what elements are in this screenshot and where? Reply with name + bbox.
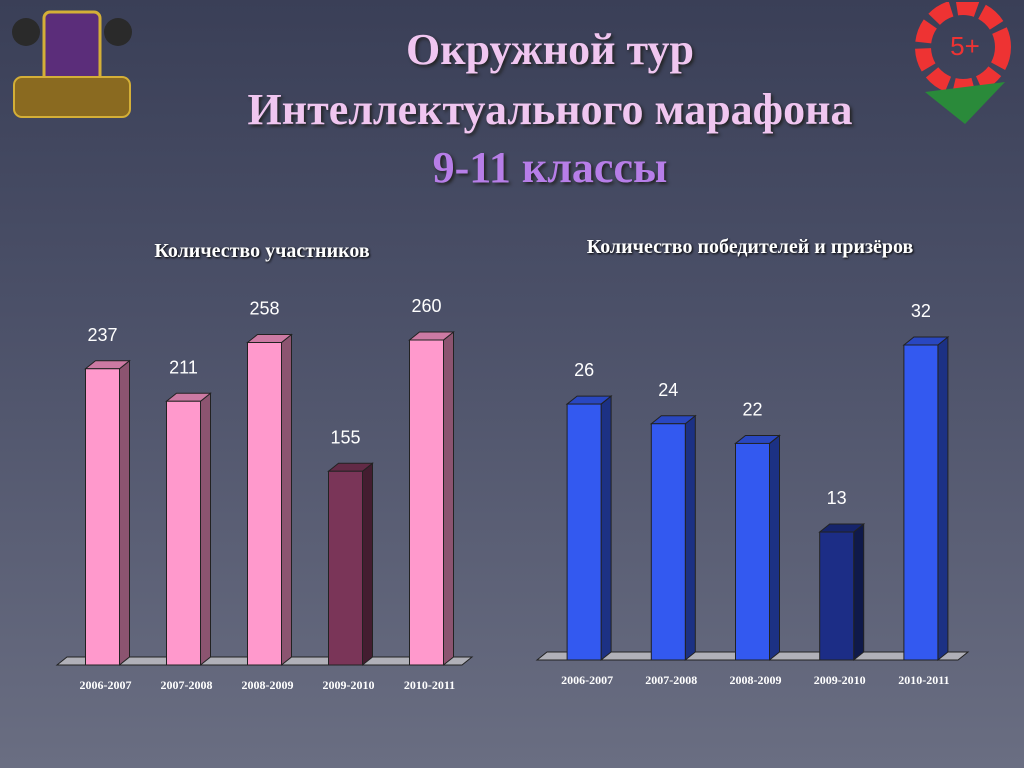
- bar-side: [600, 395, 612, 662]
- x-tick-label: 2010-2011: [898, 673, 949, 687]
- bar-side: [362, 462, 373, 667]
- title-line: Интеллектуального марафона: [247, 85, 853, 134]
- logo-right: 5+: [915, 2, 1011, 124]
- bar-side: [119, 359, 130, 667]
- title-line: 9-11 классы: [432, 143, 668, 192]
- bar: [166, 400, 201, 666]
- bar: [328, 470, 363, 666]
- value-label: 22: [742, 399, 762, 419]
- x-tick-label: 2007-2008: [645, 673, 697, 687]
- bar-side: [769, 434, 780, 662]
- value-label: 155: [330, 427, 360, 447]
- bar-side: [200, 392, 211, 667]
- bar: [409, 339, 444, 666]
- x-tick-label: 2009-2010: [814, 673, 866, 687]
- x-tick-label: 2006-2007: [561, 673, 613, 687]
- x-tick-label: 2009-2010: [323, 678, 375, 692]
- bar: [650, 423, 686, 661]
- bar-side: [684, 414, 696, 662]
- x-tick-label: 2010-2011: [404, 678, 455, 692]
- value-label: 258: [249, 299, 279, 319]
- bar: [247, 342, 282, 666]
- logo-left: [12, 10, 132, 118]
- bar: [566, 403, 602, 661]
- logo-badge: 5+: [950, 31, 980, 61]
- value-label: 24: [658, 380, 678, 400]
- chart-title: Количество победителей и призёров: [586, 236, 914, 258]
- bar-side: [281, 333, 292, 667]
- bar-side: [443, 330, 454, 667]
- value-label: 211: [169, 357, 198, 377]
- x-tick-label: 2007-2008: [161, 678, 213, 692]
- bar: [819, 531, 855, 661]
- bar-side: [937, 335, 949, 662]
- bar: [735, 442, 770, 661]
- bar: [85, 368, 120, 666]
- title-line: Окружной тур: [406, 25, 694, 74]
- value-label: 260: [411, 296, 441, 316]
- bar-side: [853, 522, 865, 662]
- x-tick-label: 2008-2009: [242, 678, 294, 692]
- chart-title: Количество участников: [154, 240, 370, 262]
- bar: [903, 344, 939, 661]
- x-tick-label: 2006-2007: [80, 678, 132, 692]
- value-label: 237: [87, 325, 117, 345]
- x-tick-label: 2008-2009: [730, 673, 782, 687]
- value-label: 26: [574, 360, 594, 380]
- value-label: 13: [827, 488, 847, 508]
- value-label: 32: [911, 301, 931, 321]
